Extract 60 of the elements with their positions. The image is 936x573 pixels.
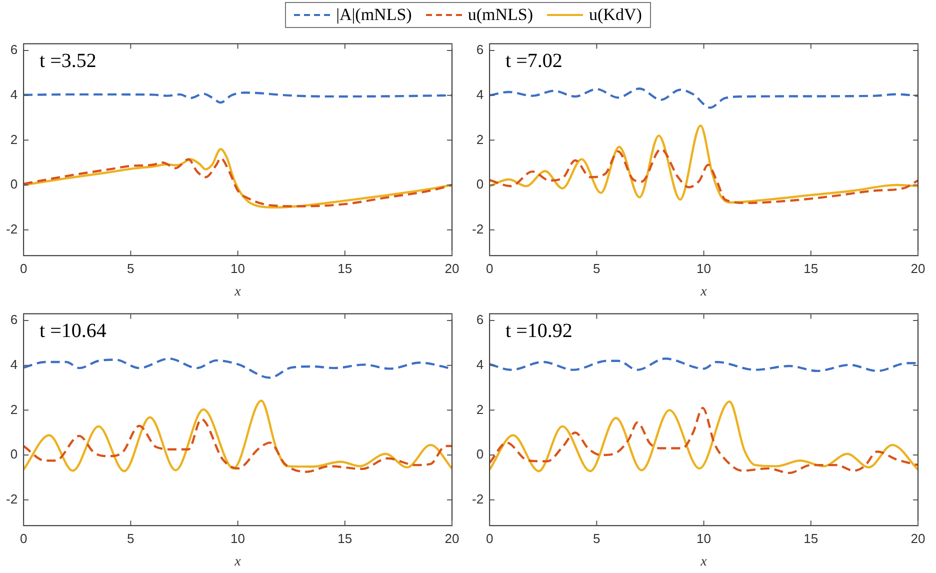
x-axis-title: x	[234, 284, 242, 300]
x-tick-label: 0	[20, 260, 28, 276]
y-tick-label: 4	[10, 356, 18, 372]
y-tick-label: 2	[10, 132, 18, 147]
line-series	[490, 124, 918, 204]
line-series	[490, 148, 918, 204]
x-tick-label: 5	[593, 530, 600, 546]
line-series	[24, 148, 452, 209]
x-tick-label: 0	[486, 530, 494, 546]
y-tick-label: 4	[10, 86, 18, 102]
x-tick-label: 20	[444, 260, 460, 276]
x-tick-label: 15	[804, 260, 818, 276]
y-tick-label: 6	[476, 312, 484, 328]
x-tick-label: 15	[338, 530, 352, 546]
x-tick-label: 5	[127, 260, 134, 276]
x-tick-label: 0	[20, 530, 28, 546]
line-series	[24, 418, 452, 473]
legend-label: |A|(mNLS)	[336, 5, 412, 25]
line-series	[24, 157, 452, 208]
chart-title: t =7.02	[506, 50, 562, 72]
y-tick-label: 0	[10, 446, 18, 462]
y-tick-label: 0	[476, 446, 484, 462]
x-tick-label: 5	[127, 530, 134, 546]
x-axis-title: x	[700, 284, 708, 300]
y-tick-label: 2	[476, 402, 484, 417]
y-tick-label: 6	[10, 42, 18, 58]
y-tick-label: 6	[10, 312, 18, 328]
line-series	[490, 358, 918, 372]
x-tick-label: 10	[696, 530, 712, 546]
chart-title: t =3.52	[40, 50, 96, 72]
x-tick-label: 20	[910, 260, 926, 276]
y-tick-label: -2	[6, 491, 18, 506]
y-tick-label: 0	[10, 176, 18, 192]
x-tick-label: 20	[910, 530, 926, 546]
line-series	[24, 400, 452, 472]
y-tick-label: -2	[472, 221, 484, 236]
x-tick-label: 10	[230, 530, 246, 546]
x-tick-label: 0	[486, 260, 494, 276]
y-tick-label: 4	[476, 86, 484, 102]
y-tick-label: -2	[472, 491, 484, 506]
y-tick-label: -2	[6, 221, 18, 236]
x-axis-title: x	[700, 554, 708, 570]
y-tick-label: 4	[476, 356, 484, 372]
x-tick-label: 5	[593, 260, 600, 276]
line-series	[24, 92, 452, 104]
legend-label: u(KdV)	[589, 5, 642, 25]
x-tick-label: 15	[804, 530, 818, 546]
y-tick-label: 2	[476, 132, 484, 147]
y-tick-label: 2	[10, 402, 18, 417]
chart-title: t =10.64	[40, 320, 106, 342]
y-tick-label: 6	[476, 42, 484, 58]
x-tick-label: 20	[444, 530, 460, 546]
y-tick-label: 0	[476, 176, 484, 192]
x-tick-label: 10	[230, 260, 246, 276]
legend-label: u(mNLS)	[468, 5, 534, 25]
line-series	[490, 88, 918, 109]
x-tick-label: 15	[338, 260, 352, 276]
x-axis-title: x	[234, 554, 242, 570]
chart-title: t =10.92	[506, 320, 572, 342]
x-tick-label: 10	[696, 260, 712, 276]
